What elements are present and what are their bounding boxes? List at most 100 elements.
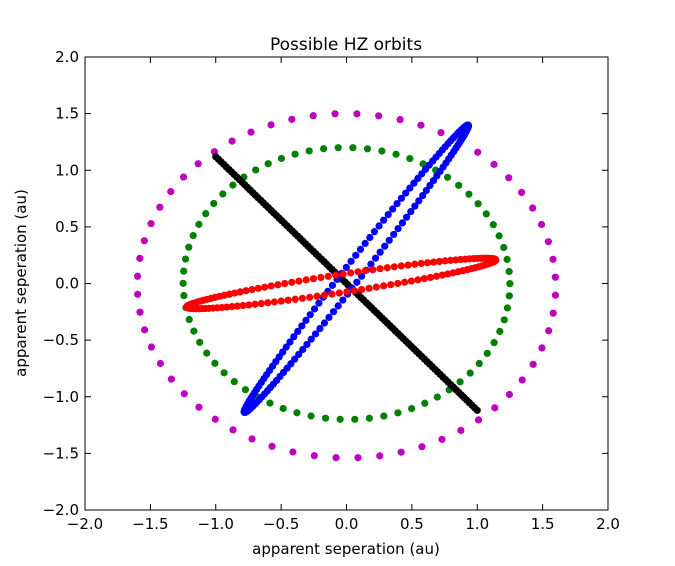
data-point	[336, 415, 344, 423]
data-point	[361, 267, 370, 275]
data-point	[288, 115, 296, 123]
data-point	[444, 173, 452, 181]
data-point	[397, 262, 405, 270]
data-point	[268, 442, 276, 450]
data-point	[281, 279, 289, 288]
data-point	[267, 282, 275, 290]
data-point	[332, 454, 340, 462]
data-point	[545, 327, 553, 335]
data-point	[293, 409, 301, 417]
data-point	[505, 267, 513, 276]
data-point	[295, 350, 303, 359]
data-point	[310, 452, 318, 460]
data-point	[291, 295, 299, 303]
data-point	[306, 293, 314, 301]
data-point	[529, 360, 537, 368]
axis-ticks: −2.0 −1.5 −1.0 −0.5 0.0 0.5 1.0 1.5 2.0 −2.0 −1.5 −…	[43, 48, 620, 533]
data-point	[133, 272, 142, 280]
data-point	[245, 301, 253, 309]
data-point	[233, 302, 241, 310]
x-tick-label: 0.0	[335, 515, 359, 533]
data-point	[375, 222, 383, 230]
data-point	[354, 454, 362, 462]
data-point	[290, 333, 298, 341]
data-point	[270, 298, 279, 306]
data-point	[342, 263, 350, 271]
data-point	[433, 393, 441, 401]
data-point	[495, 232, 503, 240]
data-point	[156, 359, 164, 368]
data-point	[407, 277, 415, 285]
data-point	[313, 292, 321, 300]
data-point	[430, 258, 438, 266]
data-point	[167, 375, 175, 383]
data-point	[230, 378, 238, 386]
data-point	[306, 311, 314, 319]
data-point	[473, 406, 481, 414]
data-point	[134, 290, 142, 298]
data-point	[361, 239, 369, 248]
data-point	[277, 297, 285, 305]
data-point	[380, 412, 388, 420]
data-point	[354, 268, 362, 276]
data-point	[291, 355, 299, 363]
data-point	[465, 190, 473, 198]
data-point	[549, 255, 557, 263]
data-point	[211, 359, 219, 367]
x-tick-label: −0.5	[263, 515, 299, 533]
data-point	[219, 190, 227, 198]
data-point	[394, 225, 402, 233]
x-tick-label: 0.5	[400, 515, 424, 533]
data-point	[503, 304, 512, 312]
data-point	[136, 254, 144, 262]
data-point	[203, 349, 211, 357]
data-point	[438, 435, 446, 443]
data-point	[343, 288, 351, 296]
data-point	[446, 256, 455, 264]
data-point	[236, 288, 244, 296]
data-point	[310, 305, 319, 313]
y-tick-label: 1.5	[55, 105, 79, 123]
data-point	[503, 255, 511, 263]
data-point	[482, 210, 490, 218]
data-point	[404, 261, 412, 269]
data-point	[489, 221, 497, 229]
data-point	[490, 339, 498, 347]
data-point	[286, 338, 294, 346]
series-1	[179, 144, 514, 423]
x-tick-label: 1.5	[531, 515, 555, 533]
data-point	[376, 248, 384, 256]
data-point	[369, 266, 377, 274]
data-point	[401, 278, 409, 286]
data-point	[423, 259, 432, 267]
data-point	[316, 324, 324, 333]
data-point	[549, 309, 557, 317]
data-point	[452, 256, 460, 264]
data-point	[147, 220, 155, 228]
y-tick-label: 0.5	[55, 218, 79, 236]
data-point	[328, 290, 336, 298]
data-point	[385, 236, 393, 244]
data-point	[140, 237, 148, 245]
data-point	[380, 216, 388, 224]
data-point	[332, 271, 340, 279]
data-point	[438, 271, 446, 279]
data-point	[288, 278, 296, 286]
data-point	[505, 292, 513, 300]
data-point	[302, 316, 310, 324]
data-point	[466, 369, 474, 377]
data-point	[350, 287, 358, 295]
x-tick-label: 2.0	[596, 515, 620, 533]
data-point	[180, 267, 188, 275]
chart-title: Possible HZ orbits	[270, 35, 422, 55]
data-point	[381, 242, 389, 250]
data-point	[180, 291, 188, 300]
x-axis-label: apparent seperation (au)	[252, 540, 440, 558]
data-point	[384, 210, 392, 219]
data-point	[179, 279, 187, 287]
data-point	[321, 414, 330, 422]
data-point	[291, 150, 299, 158]
series-0	[133, 110, 560, 462]
data-point	[403, 213, 411, 221]
data-point	[136, 308, 144, 316]
